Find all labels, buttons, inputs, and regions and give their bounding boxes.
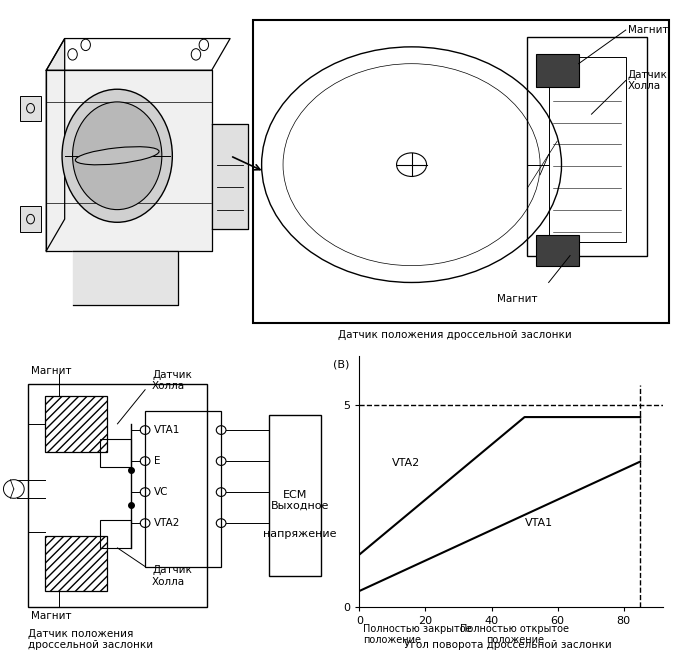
- Bar: [269, 414, 321, 576]
- Text: (В): (В): [333, 360, 349, 370]
- Bar: [20, 207, 41, 232]
- Bar: [549, 57, 626, 242]
- Text: Датчик
Холла: Датчик Холла: [152, 370, 192, 391]
- Text: Датчик положения дроссельной заслонки: Датчик положения дроссельной заслонки: [337, 330, 571, 340]
- Polygon shape: [73, 251, 178, 305]
- Polygon shape: [211, 124, 249, 228]
- Bar: [45, 535, 107, 591]
- Text: Угол поворота дроссельной заслонки: Угол поворота дроссельной заслонки: [404, 640, 612, 650]
- Circle shape: [73, 102, 162, 210]
- Bar: [145, 411, 221, 566]
- Text: Полностью открытое
положение: Полностью открытое положение: [460, 624, 569, 645]
- Polygon shape: [46, 38, 65, 251]
- Text: Магнит: Магнит: [628, 25, 668, 35]
- Text: Датчик
Холла: Датчик Холла: [152, 565, 192, 587]
- Text: Полностью закрытое
положение: Полностью закрытое положение: [363, 624, 471, 645]
- Text: Датчик
Холла: Датчик Холла: [628, 70, 668, 91]
- Text: напряжение: напряжение: [263, 529, 337, 539]
- Text: Магнит: Магнит: [498, 294, 538, 304]
- Circle shape: [62, 89, 172, 222]
- Ellipse shape: [75, 147, 159, 165]
- Bar: [100, 520, 131, 548]
- Text: VTA2: VTA2: [154, 518, 180, 528]
- Text: ECM: ECM: [283, 490, 307, 500]
- Text: VTA1: VTA1: [524, 518, 553, 528]
- Text: Магнит: Магнит: [31, 366, 72, 376]
- Text: E: E: [154, 456, 160, 466]
- Bar: [20, 96, 41, 121]
- Text: VTA2: VTA2: [392, 457, 421, 468]
- Text: Датчик положения
дроссельной заслонки: Датчик положения дроссельной заслонки: [28, 628, 153, 650]
- Bar: [45, 396, 107, 451]
- Bar: [527, 37, 647, 255]
- Text: Магнит: Магнит: [31, 611, 72, 621]
- Bar: [100, 440, 131, 467]
- Bar: [28, 383, 207, 607]
- Bar: [536, 53, 578, 87]
- Bar: [536, 236, 578, 266]
- Text: VTA1: VTA1: [154, 425, 180, 435]
- Text: VC: VC: [154, 487, 168, 497]
- Polygon shape: [46, 70, 211, 251]
- Text: Выходное: Выходное: [271, 501, 329, 511]
